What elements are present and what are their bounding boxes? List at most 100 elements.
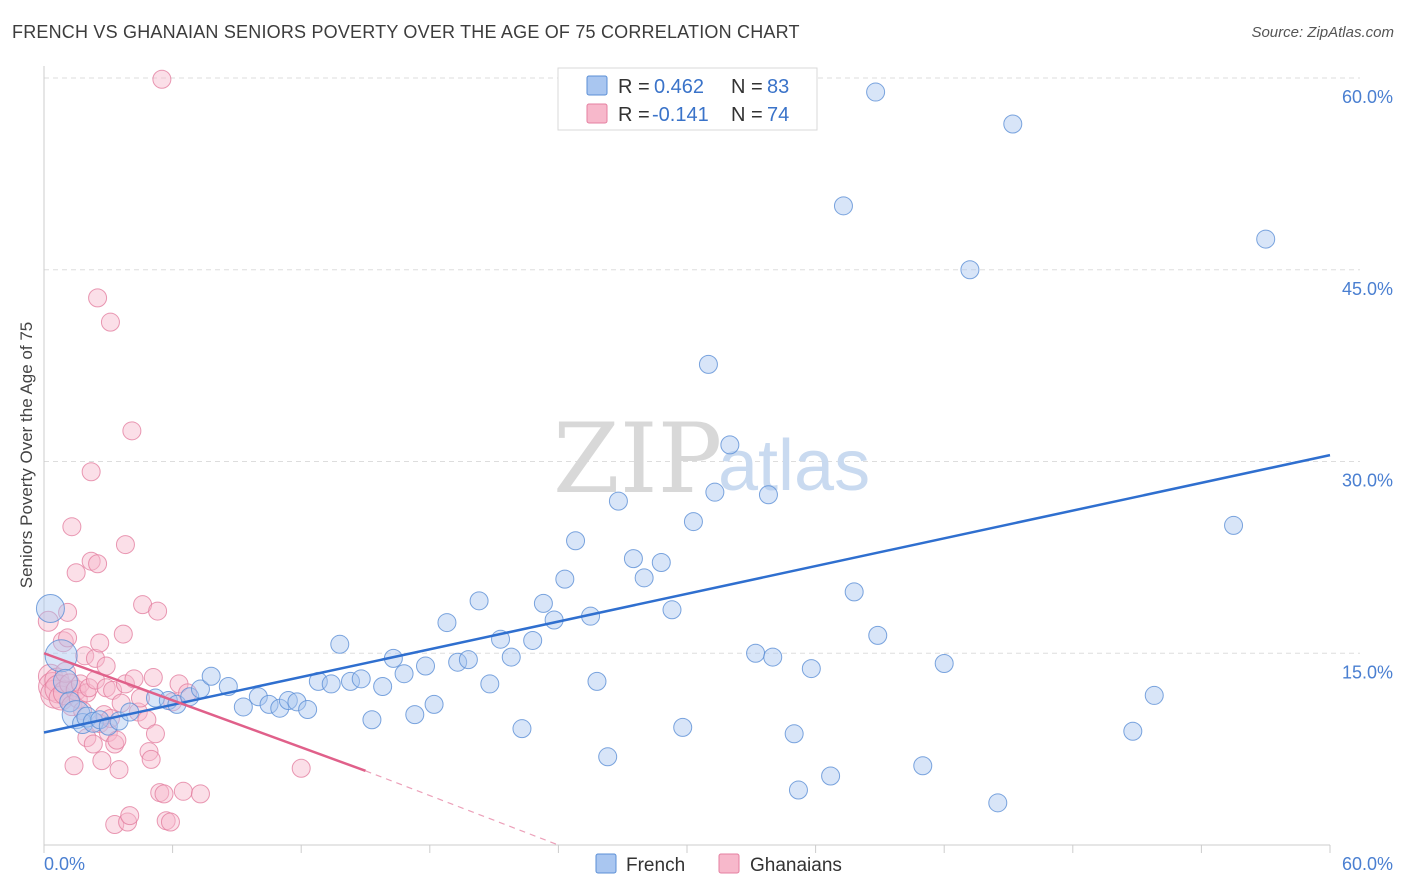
legend-n-value-french: 83 xyxy=(767,76,789,98)
ghanaians-trend-line xyxy=(43,652,366,773)
ghanaians-point xyxy=(37,610,59,632)
y-tick-label: 60.0% xyxy=(1342,87,1393,107)
bottom-legend: French Ghanaians xyxy=(595,853,842,876)
french-point xyxy=(1144,685,1164,705)
ghanaians-point xyxy=(190,784,210,804)
french-point xyxy=(1003,114,1023,134)
french-point xyxy=(44,639,78,673)
french-point xyxy=(623,549,643,569)
ghanaians-point xyxy=(100,312,120,332)
ghanaians-point xyxy=(54,661,76,683)
ghanaians-point xyxy=(173,781,193,801)
french-point xyxy=(651,552,671,572)
french-point xyxy=(248,687,268,707)
french-point xyxy=(533,593,553,613)
french-point xyxy=(788,780,808,800)
french-point xyxy=(523,630,543,650)
y-tick-labels: 15.0% 30.0% 45.0% 60.0% xyxy=(1342,87,1393,682)
chart-title: FRENCH VS GHANAIAN SENIORS POVERTY OVER … xyxy=(12,22,800,42)
y-tick-label: 30.0% xyxy=(1342,471,1393,491)
french-point xyxy=(1224,515,1244,535)
french-point xyxy=(35,594,65,624)
french-point xyxy=(98,716,118,736)
french-point xyxy=(913,756,933,776)
french-point xyxy=(437,613,457,633)
ghanaians-point xyxy=(145,724,165,744)
legend-swatch-french xyxy=(586,75,608,96)
ghanaians-point xyxy=(83,734,103,754)
watermark: ZIP atlas xyxy=(553,403,870,515)
french-point xyxy=(1123,721,1143,741)
french-point xyxy=(259,694,279,714)
french-point xyxy=(566,531,586,551)
french-point xyxy=(868,625,888,645)
french-trend-line xyxy=(43,453,1331,734)
french-point xyxy=(351,669,371,689)
y-axis-label: Seniors Poverty Over the Age of 75 xyxy=(17,322,36,588)
x-tick-labels: 0.0% 60.0% xyxy=(44,854,1393,874)
ghanaians-point xyxy=(148,601,168,621)
french-point xyxy=(394,664,414,684)
x-tick-label: 0.0% xyxy=(44,854,85,874)
ghanaians-point xyxy=(154,784,174,804)
french-point xyxy=(683,512,703,532)
french-point xyxy=(287,692,307,712)
french-point xyxy=(373,676,393,696)
french-point xyxy=(801,659,821,679)
ghanaians-point xyxy=(62,517,82,537)
axes xyxy=(43,66,1331,853)
legend: R = 0.462 N = 83 R = -0.141 N = 74 xyxy=(557,67,818,131)
french-point xyxy=(1256,229,1276,249)
source-label: Source: ZipAtlas.com xyxy=(1251,24,1394,41)
ghanaians-point xyxy=(109,760,129,780)
ghanaians-point xyxy=(291,758,311,778)
ghanaians-point xyxy=(96,656,116,676)
legend-n-value-ghanaians: 74 xyxy=(767,104,789,126)
french-point xyxy=(763,647,783,667)
ghanaians-series xyxy=(37,69,311,835)
ghanaians-point xyxy=(79,678,99,698)
ghanaians-point xyxy=(122,421,142,441)
french-point xyxy=(758,485,778,505)
ghanaians-point xyxy=(113,624,133,644)
ghanaians-trend-extension xyxy=(365,770,559,846)
french-point xyxy=(746,643,766,663)
ghanaians-point xyxy=(88,554,108,574)
ghanaians-point xyxy=(152,69,172,89)
french-point xyxy=(405,705,425,725)
french-point xyxy=(201,666,221,686)
french-point xyxy=(587,671,607,691)
french-point xyxy=(321,674,341,694)
legend-r-label-ghanaians: R = xyxy=(618,104,650,126)
ghanaians-point xyxy=(66,563,86,583)
french-point xyxy=(555,569,575,589)
french-point xyxy=(480,674,500,694)
y-tick-label: 15.0% xyxy=(1342,662,1393,682)
legend-r-value-ghanaians: -0.141 xyxy=(652,104,709,126)
french-point xyxy=(424,694,444,714)
ghanaians-point xyxy=(81,462,101,482)
french-point xyxy=(784,724,804,744)
french-point xyxy=(52,668,78,694)
french-point xyxy=(662,600,682,620)
french-point xyxy=(362,710,382,730)
ghanaians-point xyxy=(90,633,110,653)
ghanaians-point xyxy=(107,730,127,750)
french-point xyxy=(330,634,350,654)
french-point xyxy=(598,747,618,767)
french-point xyxy=(866,82,886,102)
french-point xyxy=(988,793,1008,813)
french-point xyxy=(960,260,980,280)
ghanaians-point xyxy=(92,751,112,771)
ghanaians-point xyxy=(115,535,135,555)
french-point xyxy=(673,717,693,737)
french-point xyxy=(634,568,654,588)
legend-r-label-french: R = xyxy=(618,76,650,98)
bottom-legend-ghanaians: Ghanaians xyxy=(750,855,842,876)
ghanaians-point xyxy=(139,742,159,762)
french-point xyxy=(512,719,532,739)
ghanaians-point xyxy=(160,812,180,832)
y-tick-label: 45.0% xyxy=(1342,279,1393,299)
french-point xyxy=(608,491,628,511)
